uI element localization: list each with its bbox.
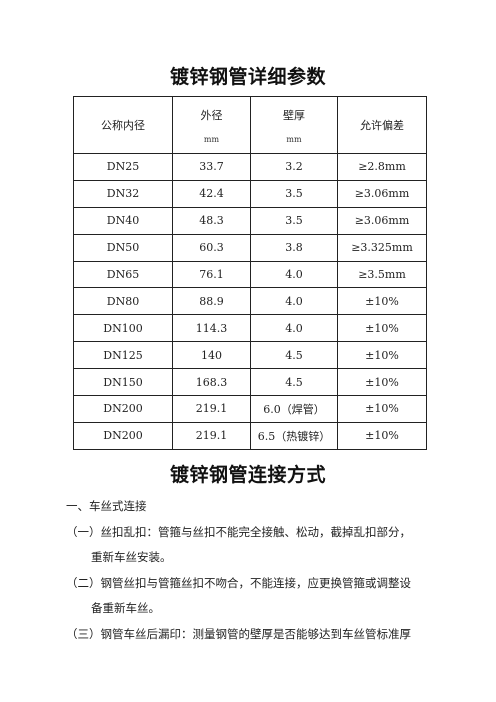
list-item-text: （二）钢管丝扣与管箍丝扣不吻合，不能连接，应更换管箍或调整设 [66,575,411,590]
cell-wall: 4.5 [250,341,338,370]
cell-nominal: DN65 [73,260,173,289]
cell-wall: 3.8 [250,233,338,262]
table-header-row: 公称内径 外径 mm 壁厚 mm 允许偏差 [73,96,427,154]
cell-wall: 4.0 [250,314,338,343]
list-item-continuation: 重新车丝安装。 [91,550,172,564]
table-row: DN200 219.1 6.0（焊管） ±10% [73,395,427,423]
cell-nominal: DN150 [73,368,173,397]
cell-tolerance: ±10% [337,395,427,423]
parameters-table: 公称内径 外径 mm 壁厚 mm 允许偏差 DN25 33.7 3.2 ≥2.8mm D… [73,96,427,450]
table-row: DN80 88.9 4.0 ±10% [73,287,427,316]
list-item: （一）丝扣乱扣：管箍与丝扣不能完全接触、松动，截掉乱扣部分， 重新车丝安装。 [66,520,436,571]
cell-nominal: DN80 [73,287,173,316]
table-row: DN40 48.3 3.5 ≥3.06mm [73,206,427,235]
cell-nominal: DN40 [73,206,173,235]
header-nominal-diameter: 公称内径 [73,96,173,154]
table-row: DN65 76.1 4.0 ≥3.5mm [73,260,427,289]
header-outer-diameter: 外径 mm [172,96,251,154]
cell-outer: 219.1 [172,395,251,423]
cell-outer: 114.3 [172,314,251,343]
cell-outer: 42.4 [172,179,251,208]
document-title: 镀锌钢管详细参数 [169,66,326,88]
header-wall-unit: mm [286,134,302,144]
header-tolerance: 允许偏差 [337,96,427,154]
table-row: DN32 42.4 3.5 ≥3.06mm [73,179,427,208]
cell-wall: 6.5（热镀锌） [250,421,338,450]
cell-wall: 4.0 [250,287,338,316]
table-row: DN100 114.3 4.0 ±10% [73,314,427,343]
cell-nominal: DN50 [73,233,173,262]
cell-nominal: DN25 [73,153,173,181]
cell-outer: 168.3 [172,368,251,397]
cell-tolerance: ±10% [337,287,427,316]
cell-outer: 88.9 [172,287,251,316]
cell-outer: 76.1 [172,260,251,289]
table-row: DN25 33.7 3.2 ≥2.8mm [73,153,427,181]
subsection-heading: 一、车丝式连接 [66,499,147,513]
list-item: （二）钢管丝扣与管箍丝扣不吻合，不能连接，应更换管箍或调整设备重新车丝。 [66,571,436,622]
list-item-text: （一）丝扣乱扣：管箍与丝扣不能完全接触、松动，截掉乱扣部分， [66,524,411,539]
cell-tolerance: ≥3.06mm [337,179,427,208]
cell-nominal: DN125 [73,341,173,370]
table-row: DN150 168.3 4.5 ±10% [73,368,427,397]
cell-wall: 4.5 [250,368,338,397]
cell-wall: 3.5 [250,179,338,208]
section-title: 镀锌钢管连接方式 [169,464,326,486]
cell-outer: 140 [172,341,251,370]
table-row: DN50 60.3 3.8 ≥3.325mm [73,233,427,262]
cell-wall: 3.5 [250,206,338,235]
section-body: 一、车丝式连接 （一）丝扣乱扣：管箍与丝扣不能完全接触、松动，截掉乱扣部分， 重新… [66,494,436,647]
cell-wall: 4.0 [250,260,338,289]
cell-tolerance: ±10% [337,421,427,450]
table-row: DN200 219.1 6.5（热镀锌） ±10% [73,421,427,450]
cell-tolerance: ≥2.8mm [337,153,427,181]
cell-tolerance: ≥3.06mm [337,206,427,235]
cell-tolerance: ±10% [337,368,427,397]
cell-outer: 33.7 [172,153,251,181]
list-item-text: （三）钢管车丝后漏印：测量钢管的壁厚是否能够达到车丝管标准厚 [66,626,411,641]
cell-outer: 48.3 [172,206,251,235]
cell-nominal: DN200 [73,395,173,423]
cell-tolerance: ±10% [337,341,427,370]
cell-nominal: DN200 [73,421,173,450]
list-item: （三）钢管车丝后漏印：测量钢管的壁厚是否能够达到车丝管标准厚 [66,622,436,648]
header-wall-thickness: 壁厚 mm [250,96,338,154]
cell-tolerance: ±10% [337,314,427,343]
cell-tolerance: ≥3.325mm [337,233,427,262]
cell-outer: 60.3 [172,233,251,262]
list-item-continuation: 备重新车丝。 [91,601,160,615]
cell-nominal: DN100 [73,314,173,343]
cell-tolerance: ≥3.5mm [337,260,427,289]
table-row: DN125 140 4.5 ±10% [73,341,427,370]
cell-outer: 219.1 [172,421,251,450]
cell-wall: 3.2 [250,153,338,181]
cell-wall: 6.0（焊管） [250,395,338,423]
header-outer-unit: mm [203,134,220,144]
cell-nominal: DN32 [73,179,173,208]
